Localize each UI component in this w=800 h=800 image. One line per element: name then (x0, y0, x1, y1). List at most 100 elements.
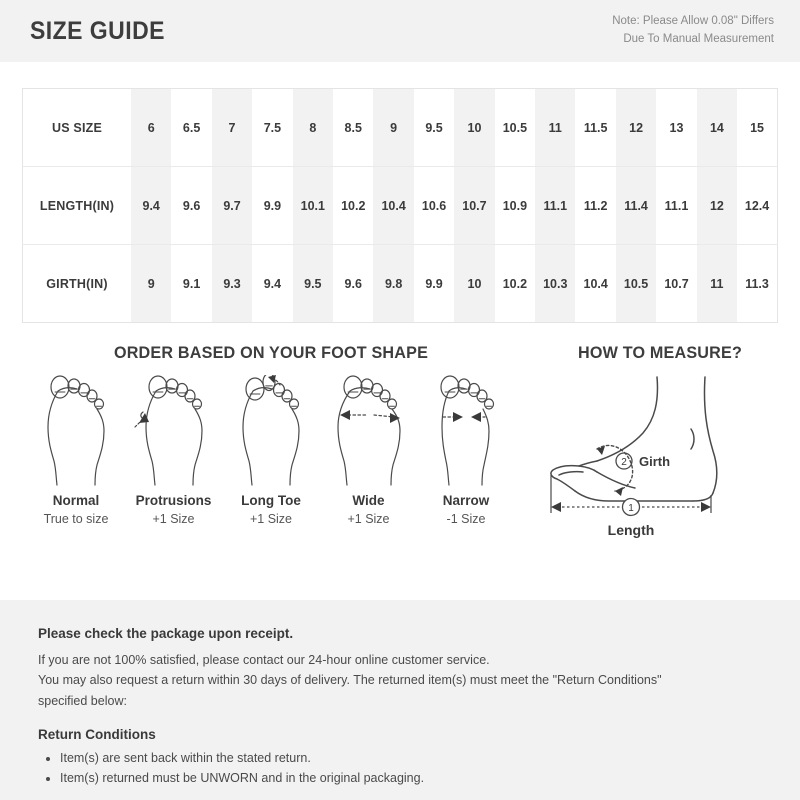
measure-title: HOW TO MEASURE? (577, 343, 743, 362)
girth-marker-circle (615, 452, 633, 470)
measurement-note: Note: Please Allow 0.08" Differs Due To … (612, 13, 774, 49)
table-cell: 11.3 (745, 276, 769, 291)
table-cell: 10.7 (454, 166, 495, 245)
footer-line-2: You may also request a return within 30 … (38, 673, 662, 688)
table-cell: 9.3 (211, 244, 253, 323)
measure-diagram: 2 Girth 1 Length (530, 371, 790, 546)
foot-shape-item-protrusions: Protrusions +1 Size (128, 375, 220, 526)
length-marker-circle (621, 497, 641, 517)
foot-shape-advice: True to size (43, 512, 109, 526)
list-item: Item(s) returned must be UNWORN and in t… (60, 768, 770, 788)
table-cell: 14 (696, 88, 738, 167)
foot-shape-item-narrow: Narrow -1 Size (420, 375, 512, 526)
table-cell: 10.2 (333, 166, 374, 245)
note-line-2: Due To Manual Measurement (623, 33, 774, 45)
guidance-section: ORDER BASED ON YOUR FOOT SHAPE Normal Tru… (0, 337, 800, 595)
foot-shape-name: Wide (352, 493, 385, 508)
page-title: SIZE GUIDE (30, 16, 165, 45)
return-conditions-title: Return Conditions (38, 726, 156, 742)
foot-shape-item-long-toe: Long Toe +1 Size (225, 375, 317, 526)
table-cell: 9.5 (413, 88, 455, 167)
row-label: GIRTH(IN) (22, 244, 131, 323)
note-line-1: Note: Please Allow 0.08" Differs (612, 15, 774, 28)
table-cell: 10.6 (413, 166, 455, 245)
table-cell: 11.1 (535, 166, 576, 245)
foot-shape-advice: -1 Size (446, 512, 486, 526)
table-cell: 11 (696, 244, 738, 323)
foot-shape-item-wide: Wide +1 Size (323, 375, 415, 526)
table-cell: 12 (615, 88, 657, 167)
row-label: LENGTH(IN) (22, 166, 131, 245)
foot-shape-name: Long Toe (241, 493, 301, 508)
foot-shape-list: Normal True to size Protrusions +1 Size Long… (16, 363, 526, 526)
table-cell: 9.9 (252, 166, 293, 245)
foot-shape-advice: +1 Size (347, 512, 390, 526)
table-cell: 9.5 (292, 244, 334, 323)
measure-column: HOW TO MEASURE? (530, 343, 790, 546)
table-row: US SIZE 6 6.5 7 7.5 8 8.5 9 9.5 10 10.5 11 11.5 12 13 1… (22, 88, 778, 167)
header-bar: SIZE GUIDE Note: Please Allow 0.08" Diff… (0, 0, 800, 62)
foot-shape-name: Protrusions (135, 493, 212, 508)
table-row: GIRTH(IN) 9 9.1 9.3 9.4 9.5 9.6 9.8 9.9 10 10.2 10.… (22, 244, 778, 323)
table-cell: 9 (131, 244, 172, 323)
foot-shape-name: Normal (52, 493, 100, 508)
foot-wide-icon (323, 375, 415, 487)
table-cell: 6.5 (171, 88, 212, 167)
table-cell: 9.4 (131, 166, 172, 245)
footer-line-1: If you are not 100% satisfied, please co… (38, 653, 490, 667)
table-cell: 6 (131, 88, 172, 167)
table-cell: 11.4 (615, 166, 657, 245)
table-cell: 10.4 (373, 166, 414, 245)
table-cell: 10.7 (664, 276, 689, 291)
table-cell: 11 (535, 88, 576, 167)
table-cell: 10.9 (494, 166, 536, 245)
table-cell: 9.1 (182, 276, 201, 291)
table-cell: 8.5 (333, 88, 374, 167)
table-cell: 9.7 (211, 166, 253, 245)
table-row: LENGTH(IN) 9.4 9.6 9.7 9.9 10.1 10.2 10.4 10.6 10… (22, 166, 778, 245)
length-marker-number: 1 (628, 503, 634, 514)
foot-shape-advice: +1 Size (249, 512, 293, 526)
girth-marker-number: 2 (621, 457, 627, 468)
length-label: Length (608, 522, 655, 538)
table-cell: 10.3 (535, 244, 576, 323)
foot-long-toe-icon (225, 375, 317, 487)
table-cell: 11.5 (575, 88, 616, 167)
foot-shape-advice: +1 Size (152, 512, 195, 526)
table-cell: 10 (454, 244, 495, 323)
table-cell: 7.5 (252, 88, 293, 167)
foot-shape-column: ORDER BASED ON YOUR FOOT SHAPE Normal Tru… (16, 343, 526, 526)
foot-shape-name: Narrow (442, 493, 490, 508)
girth-label: Girth (639, 454, 670, 469)
foot-shape-title: ORDER BASED ON YOUR FOOT SHAPE (113, 343, 429, 362)
foot-protrusions-icon (128, 375, 220, 487)
table-cell: 11.1 (656, 166, 697, 245)
table-cell: 9 (373, 88, 414, 167)
return-conditions-list: Item(s) are sent back within the stated … (38, 748, 770, 789)
table-cell: 10.1 (292, 166, 334, 245)
table-cell: 8 (292, 88, 334, 167)
table-cell: 9.6 (344, 276, 362, 291)
foot-narrow-icon (420, 375, 512, 487)
table-cell: 7 (211, 88, 253, 167)
foot-shape-item-normal: Normal True to size (30, 375, 122, 526)
list-item: Item(s) are sent back within the stated … (60, 748, 770, 768)
table-cell: 10.4 (583, 276, 608, 291)
returns-footer: Please check the package upon receipt. I… (0, 600, 800, 800)
table-cell: 9.9 (425, 276, 443, 291)
row-label: US SIZE (22, 88, 131, 167)
table-cell: 9.8 (373, 244, 414, 323)
table-cell: 11.2 (575, 166, 616, 245)
size-table-container: US SIZE 6 6.5 7 7.5 8 8.5 9 9.5 10 10.5 11 11.5 12 13 1… (0, 62, 800, 323)
table-cell: 9.6 (171, 166, 212, 245)
table-cell: 10.5 (615, 244, 657, 323)
table-cell: 12 (696, 166, 738, 245)
table-cell: 10 (454, 88, 495, 167)
footer-line-3: specified below: (38, 693, 127, 708)
foot-normal-icon (30, 375, 122, 487)
table-cell: 9.4 (263, 276, 282, 291)
footer-heading: Please check the package upon receipt. (38, 626, 294, 641)
table-cell: 15 (737, 88, 778, 167)
table-cell: 12.4 (737, 166, 778, 245)
